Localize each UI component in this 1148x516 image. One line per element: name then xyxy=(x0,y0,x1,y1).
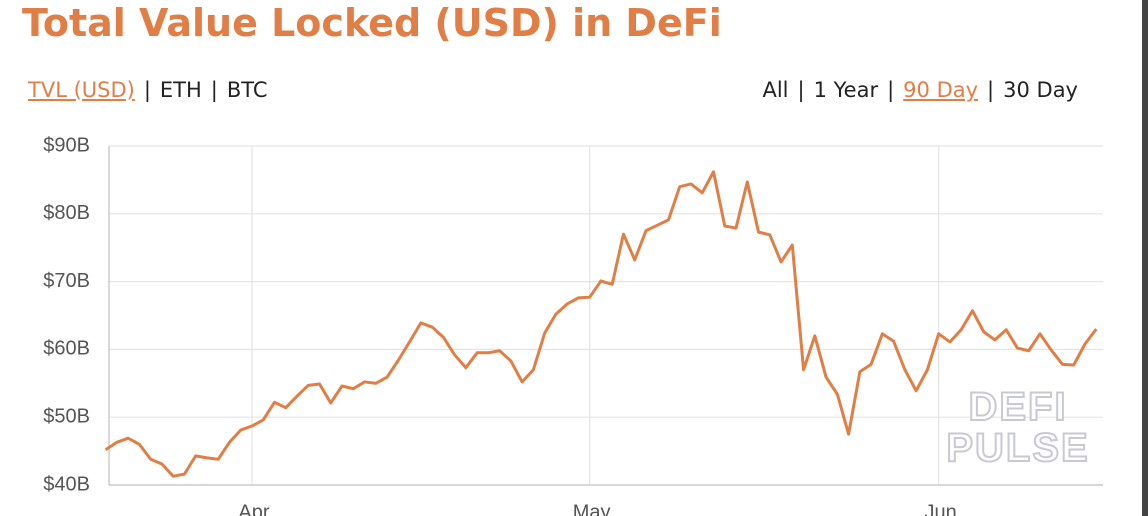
x-tick-label: Jun xyxy=(925,502,957,516)
x-tick-label: Apr xyxy=(238,502,269,516)
y-tick-label: $70B xyxy=(43,270,90,292)
x-tick-label: May xyxy=(573,502,611,516)
watermark-text: DEFI xyxy=(968,385,1067,429)
tab-separator: | xyxy=(987,78,995,102)
metric-tabs: TVL (USD) | ETH | BTC xyxy=(28,76,268,104)
line xyxy=(104,170,1098,478)
y-tick-label: $40B xyxy=(43,473,90,495)
tab[interactable]: 90 Day xyxy=(903,78,979,102)
y-tick-label: $50B xyxy=(43,405,90,427)
y-tick-label: $90B xyxy=(43,134,90,156)
window-edge xyxy=(1142,0,1148,516)
tab-separator: | xyxy=(143,78,151,102)
y-tick-label: $60B xyxy=(43,338,90,360)
tab[interactable]: ETH xyxy=(159,78,202,102)
tab-separator: | xyxy=(797,78,805,102)
tab-separator: | xyxy=(887,78,895,102)
tab-separator: | xyxy=(210,78,218,102)
watermark-text: PULSE xyxy=(946,426,1089,470)
y-tick-label: $80B xyxy=(43,202,90,224)
tab[interactable]: All xyxy=(762,78,789,102)
range-tabs: All | 1 Year | 90 Day | 30 Day xyxy=(762,76,1078,104)
tab[interactable]: TVL (USD) xyxy=(28,78,135,102)
tab[interactable]: BTC xyxy=(226,78,268,102)
tab[interactable]: 1 Year xyxy=(813,78,879,102)
chart-title: Total Value Locked (USD) in DeFi xyxy=(22,1,722,45)
tab[interactable]: 30 Day xyxy=(1003,78,1078,102)
